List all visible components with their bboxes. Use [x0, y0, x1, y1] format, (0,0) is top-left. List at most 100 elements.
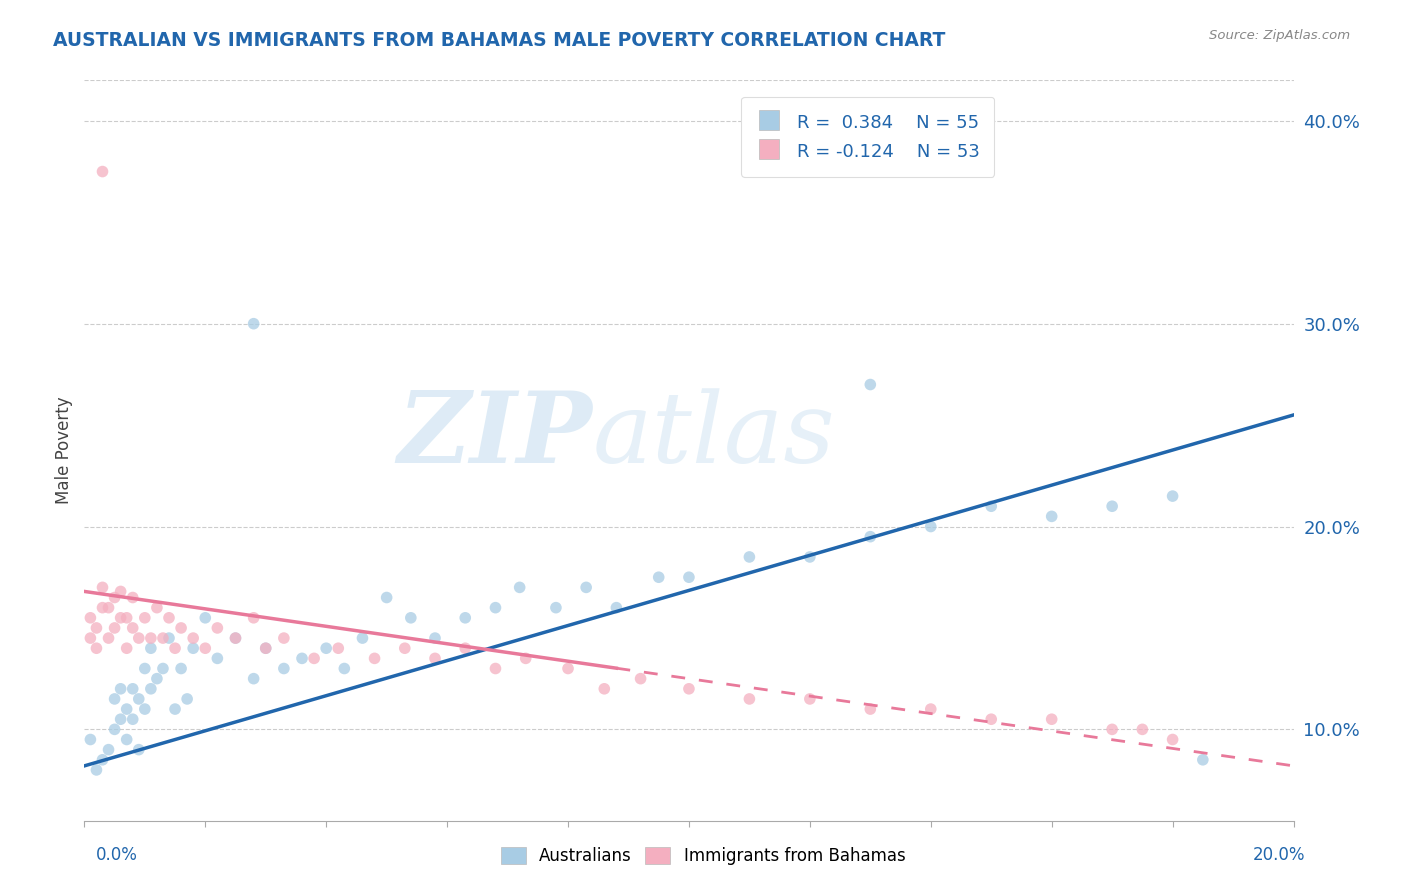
Point	[104, 723, 127, 737]
Point	[152, 661, 174, 675]
Point	[605, 600, 627, 615]
Point	[121, 591, 143, 605]
Point	[575, 580, 598, 594]
Point	[859, 702, 882, 716]
Point	[799, 549, 821, 564]
Point	[333, 661, 356, 675]
Point	[273, 661, 295, 675]
Point	[194, 611, 217, 625]
Text: ZIP: ZIP	[398, 387, 592, 483]
Point	[110, 584, 132, 599]
Point	[225, 631, 247, 645]
Point	[423, 651, 446, 665]
Point	[165, 702, 187, 716]
Point	[165, 641, 187, 656]
Point	[678, 681, 700, 696]
Point	[648, 570, 671, 584]
Point	[454, 611, 477, 625]
Point	[242, 317, 264, 331]
Point	[146, 672, 169, 686]
Point	[181, 641, 204, 656]
Point	[79, 631, 101, 645]
Point	[170, 621, 193, 635]
Point	[207, 651, 229, 665]
Point	[484, 661, 506, 675]
Point	[242, 672, 264, 686]
Point	[484, 600, 506, 615]
Point	[1130, 723, 1153, 737]
Text: 20.0%: 20.0%	[1253, 846, 1305, 863]
Point	[1192, 753, 1215, 767]
Point	[79, 732, 101, 747]
Point	[799, 692, 821, 706]
Point	[128, 692, 150, 706]
Point	[920, 702, 942, 716]
Point	[110, 712, 132, 726]
Point	[139, 631, 162, 645]
Point	[170, 661, 193, 675]
Point	[593, 681, 616, 696]
Point	[254, 641, 277, 656]
Point	[128, 631, 150, 645]
Point	[207, 621, 229, 635]
Point	[302, 651, 325, 665]
Point	[980, 500, 1002, 514]
Point	[91, 600, 114, 615]
Point	[115, 641, 138, 656]
Point	[176, 692, 198, 706]
Legend: R =  0.384    N = 55, R = -0.124    N = 53: R = 0.384 N = 55, R = -0.124 N = 53	[741, 96, 994, 177]
Point	[515, 651, 537, 665]
Point	[157, 631, 180, 645]
Point	[97, 600, 120, 615]
Point	[454, 641, 477, 656]
Point	[110, 611, 132, 625]
Point	[225, 631, 247, 645]
Point	[423, 631, 446, 645]
Point	[97, 631, 120, 645]
Point	[738, 549, 761, 564]
Point	[678, 570, 700, 584]
Point	[86, 763, 108, 777]
Text: Source: ZipAtlas.com: Source: ZipAtlas.com	[1209, 29, 1350, 42]
Point	[544, 600, 567, 615]
Point	[1101, 500, 1123, 514]
Point	[110, 681, 132, 696]
Point	[121, 621, 143, 635]
Text: AUSTRALIAN VS IMMIGRANTS FROM BAHAMAS MALE POVERTY CORRELATION CHART: AUSTRALIAN VS IMMIGRANTS FROM BAHAMAS MA…	[53, 31, 946, 50]
Y-axis label: Male Poverty: Male Poverty	[55, 397, 73, 504]
Point	[86, 641, 108, 656]
Point	[980, 712, 1002, 726]
Point	[242, 611, 264, 625]
Point	[328, 641, 350, 656]
Point	[146, 600, 169, 615]
Point	[1040, 509, 1063, 524]
Point	[394, 641, 416, 656]
Point	[1161, 489, 1184, 503]
Point	[254, 641, 277, 656]
Point	[134, 702, 156, 716]
Point	[315, 641, 337, 656]
Text: 0.0%: 0.0%	[96, 846, 138, 863]
Point	[630, 672, 652, 686]
Point	[97, 742, 120, 756]
Point	[121, 681, 143, 696]
Point	[128, 742, 150, 756]
Point	[115, 732, 138, 747]
Point	[121, 712, 143, 726]
Point	[91, 164, 114, 178]
Point	[115, 611, 138, 625]
Point	[91, 580, 114, 594]
Text: atlas: atlas	[592, 388, 835, 483]
Point	[352, 631, 374, 645]
Point	[157, 611, 180, 625]
Point	[134, 661, 156, 675]
Point	[557, 661, 579, 675]
Point	[134, 611, 156, 625]
Legend: Australians, Immigrants from Bahamas: Australians, Immigrants from Bahamas	[494, 840, 912, 872]
Point	[859, 377, 882, 392]
Point	[363, 651, 385, 665]
Point	[1161, 732, 1184, 747]
Point	[139, 641, 162, 656]
Point	[375, 591, 398, 605]
Point	[920, 519, 942, 533]
